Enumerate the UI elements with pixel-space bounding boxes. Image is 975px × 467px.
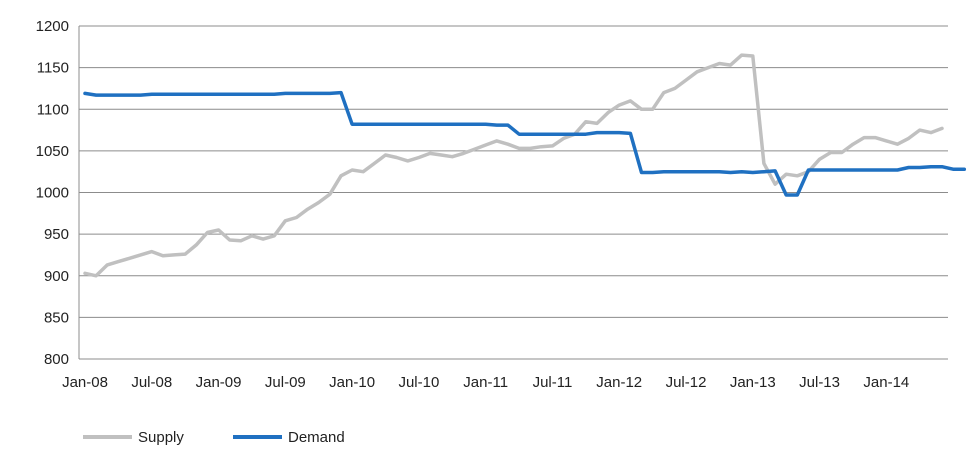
y-tick-label: 1100	[37, 101, 69, 118]
x-tick-label: Jul-08	[131, 374, 172, 391]
y-tick-label: 950	[44, 226, 69, 243]
series-lines	[83, 53, 967, 278]
x-tick-label: Jul-12	[666, 374, 707, 391]
x-axis	[78, 26, 948, 360]
y-tick-label: 1050	[36, 143, 69, 160]
y-tick-label: 1150	[37, 60, 69, 77]
series-line-demand	[83, 90, 967, 197]
y-tick-label: 900	[44, 268, 69, 285]
x-tick-label: Jul-10	[398, 374, 439, 391]
legend-label-demand: Demand	[288, 429, 345, 446]
x-tick-label: Jul-09	[265, 374, 306, 391]
legend: Supply Demand	[83, 429, 345, 446]
x-tick-label: Jan-09	[196, 374, 242, 391]
y-axis-tick-labels: 800 850 900 950 1000 1050 1100 1150 1200	[36, 18, 69, 368]
x-axis-tick-labels: Jan-08 Jul-08 Jan-09 Jul-09 Jan-10 Jul-10 Jan-…	[62, 374, 909, 391]
x-tick-label: Jan-12	[596, 374, 642, 391]
x-tick-label: Jan-10	[329, 374, 375, 391]
legend-label-supply: Supply	[138, 429, 184, 446]
y-tick-label: 800	[44, 351, 69, 368]
x-tick-label: Jul-13	[799, 374, 840, 391]
x-tick-label: Jan-14	[863, 374, 909, 391]
x-tick-label: Jul-11	[533, 374, 573, 391]
series-line-supply	[83, 53, 944, 278]
y-tick-label: 1200	[36, 18, 69, 35]
y-tick-label: 850	[44, 309, 69, 326]
x-tick-label: Jan-08	[62, 374, 108, 391]
y-tick-label: 1000	[36, 185, 69, 202]
x-tick-label: Jan-13	[730, 374, 776, 391]
x-tick-label: Jan-11	[463, 374, 508, 391]
